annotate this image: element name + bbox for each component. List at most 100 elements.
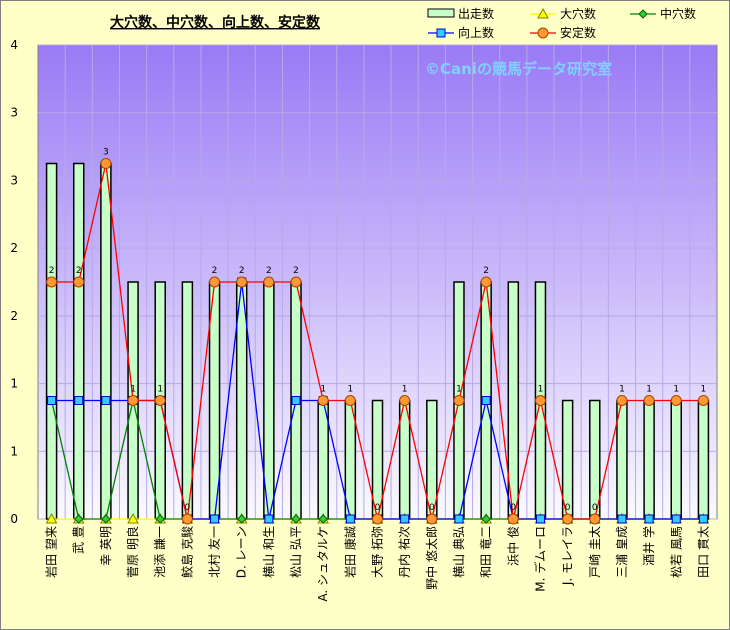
marker-circle (480, 276, 492, 288)
data-label: 2 (76, 266, 82, 276)
data-label: 1 (130, 385, 136, 395)
category-label: 武 豊 (72, 526, 86, 554)
bar-starts (643, 399, 655, 520)
marker-circle (507, 513, 519, 525)
data-label: 3 (103, 148, 109, 158)
marker-square (671, 514, 681, 524)
marker-circle (263, 276, 275, 288)
legend-label: 中穴数 (660, 6, 696, 21)
category-label: 松若 風馬 (669, 526, 683, 578)
category-label: 大野 拓弥 (370, 526, 385, 578)
marker-circle (290, 276, 302, 288)
y-tick-label: 3 (10, 106, 18, 120)
marker-circle (534, 395, 546, 406)
marker-square (47, 396, 57, 405)
data-label: 2 (212, 266, 218, 276)
category-label: J. モレイラ (561, 526, 575, 586)
marker-circle (209, 276, 221, 288)
bar-starts (100, 162, 112, 520)
category-label: 丹内 祐次 (398, 526, 412, 578)
data-label: 1 (538, 385, 544, 395)
data-label: 2 (266, 266, 272, 276)
marker-square (617, 514, 627, 524)
marker-circle (317, 395, 329, 406)
legend-marker (638, 9, 648, 19)
y-tick-label: 2 (10, 309, 18, 323)
data-label: 2 (483, 266, 489, 276)
marker-square (535, 514, 545, 524)
marker-circle (562, 513, 574, 525)
marker-circle (73, 276, 85, 288)
legend-marker (537, 7, 549, 19)
y-axis-ticks: 0 1 1 2 2 3 3 4 (10, 38, 18, 526)
bar-starts (670, 399, 683, 520)
y-tick-label: 2 (10, 241, 18, 255)
marker-square (264, 514, 274, 524)
category-label: A. シュタルケ (316, 526, 330, 602)
category-label: 横山 和生 (262, 526, 276, 578)
data-label: 1 (347, 385, 353, 395)
legend-label: 安定数 (560, 25, 596, 40)
marker-circle (453, 395, 465, 406)
marker-square (400, 514, 410, 524)
y-tick-label: 0 (10, 512, 18, 526)
marker-square (101, 396, 111, 405)
data-label: 0 (429, 503, 435, 513)
data-labels: 2 2 3 1 1 0 2 2 2 2 1 1 0 1 0 1 2 0 1 0 0 1 1 1 1 (49, 148, 707, 514)
data-label: 2 (239, 266, 245, 276)
marker-circle (670, 395, 682, 406)
category-label: D. レーン (235, 526, 249, 578)
x-axis-categories: 岩田 望来武 豊幸 英明 菅原 明良 池添 謙一 鮫島 克駿 北村 友一 D. レーン 横山… (44, 526, 711, 602)
category-label: 浜中 俊 (505, 526, 520, 566)
category-label: 酒井 学 (641, 526, 656, 566)
legend-label: 向上数 (458, 25, 494, 40)
marker-square (345, 514, 355, 524)
marker-circle (100, 158, 112, 169)
marker-circle (181, 513, 193, 525)
data-label: 1 (402, 385, 408, 395)
data-label: 1 (619, 385, 625, 395)
y-tick-label: 1 (10, 444, 18, 458)
marker-diamond (318, 514, 328, 524)
data-label: 0 (592, 503, 598, 513)
data-label: 2 (293, 266, 299, 276)
data-label: 1 (673, 385, 679, 395)
data-label: 0 (565, 503, 571, 513)
category-label: 三浦 皇成 (615, 526, 629, 578)
marker-circle (616, 395, 628, 406)
marker-circle (426, 513, 438, 525)
legend-label: 出走数 (458, 6, 494, 21)
data-label: 0 (375, 503, 381, 513)
category-label: 北村 友一 (208, 526, 222, 578)
bar-starts (45, 162, 58, 520)
category-label: 戸崎 圭太 (587, 526, 602, 578)
marker-diamond (155, 514, 165, 524)
category-label: 横山 典弘 (452, 526, 466, 578)
marker-diamond (101, 514, 111, 524)
data-label: 0 (185, 503, 191, 513)
marker-diamond (481, 514, 491, 524)
marker-diamond (74, 514, 84, 524)
category-label: 菅原 明良 (125, 526, 140, 578)
marker-diamond (236, 514, 247, 524)
marker-square (644, 514, 654, 524)
category-label: 幸 英明 (99, 526, 113, 566)
category-label: 鮫島 克駿 (179, 526, 194, 578)
marker-circle (643, 395, 655, 406)
data-label: 1 (701, 385, 707, 395)
bar-starts (72, 162, 85, 520)
data-label: 1 (320, 385, 326, 395)
marker-triangle (45, 512, 58, 524)
chart-title: 大穴数、中穴数、向上数、安定数 (110, 14, 321, 31)
category-label: 田口 貫太 (695, 526, 710, 578)
y-tick-label: 3 (10, 173, 18, 187)
marker-circle (399, 395, 411, 406)
data-label: 1 (456, 385, 462, 395)
marker-square (210, 514, 220, 524)
marker-circle (127, 395, 139, 406)
series-markers (45, 158, 710, 525)
marker-circle (46, 276, 58, 288)
marker-circle (154, 395, 166, 406)
category-label: 岩田 康誠 (342, 526, 357, 578)
